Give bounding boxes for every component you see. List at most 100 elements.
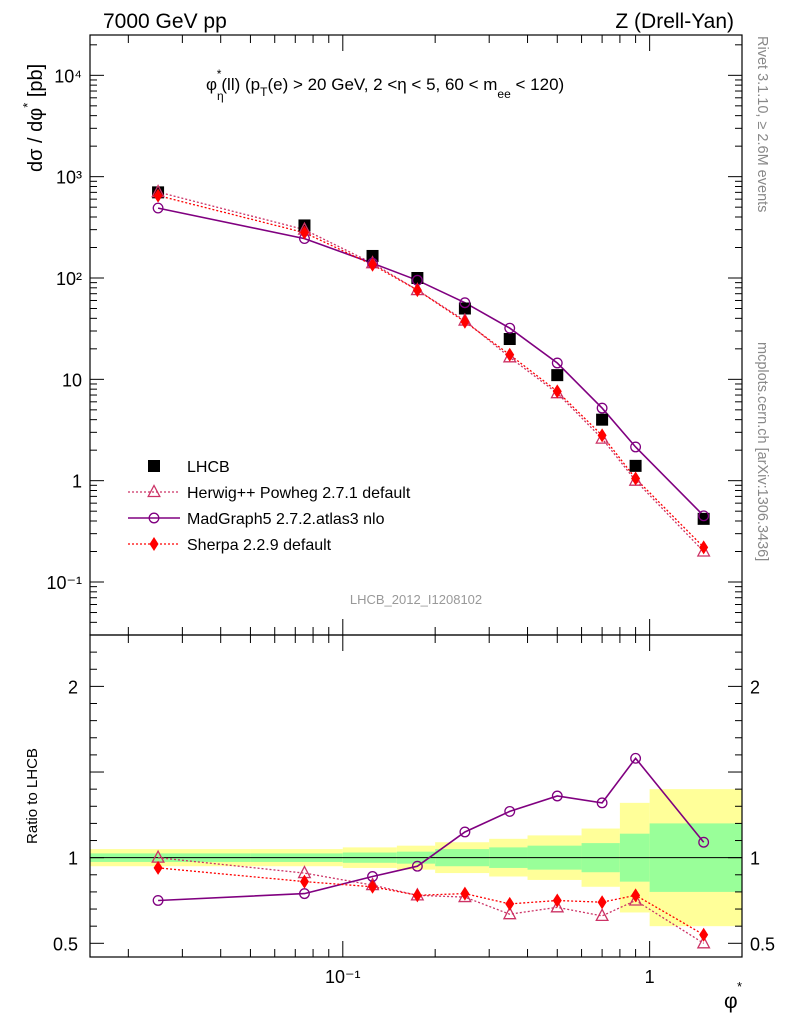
main-y-tick-label: 10² [56,269,82,289]
main-y-tick-label: 10 [62,370,82,390]
main-point-sherpa [460,314,470,329]
main-point-madgraph [551,357,563,369]
main-point-sherpa [631,471,641,486]
ratio-point-sherpa [460,886,470,901]
ratio-point-sherpa [368,879,378,894]
ratio-point-herwig [502,906,517,920]
svg-text:*: * [737,979,742,994]
ratio-point-madgraph [551,790,563,802]
ratio-y-axis-title: Ratio to LHCB [24,748,41,844]
ratio-series-lines [158,757,705,944]
main-point-madgraph [504,322,516,334]
ratio-point-sherpa [412,888,422,903]
ratio-point-herwig [696,935,711,949]
main-point-sherpa [597,428,607,443]
main-axis-ticks [90,35,743,636]
main-point-madgraph [698,510,710,522]
legend-entry-madgraph: MadGraph5 2.7.2.atlas3 nlo [128,511,385,528]
main-point-sherpa [412,283,422,298]
legend-label-sherpa: Sherpa 2.2.9 default [187,537,332,554]
main-line-sherpa [157,194,705,548]
ratio-point-madgraph [596,797,608,809]
main-y-tick-label: 1 [72,472,82,492]
ratio-line-herwig [158,857,705,944]
legend-label-herwig: Herwig++ Powheg 2.7.1 default [187,485,411,502]
ratio-y-tick-label-left: 2 [68,677,78,697]
ratio-point-sherpa [505,896,515,911]
ratio-point-sherpa [597,895,607,910]
main-point-sherpa [153,188,163,203]
x-tick-label: 1 [645,967,655,987]
ratio-y-tick-label-left: 1 [68,849,78,869]
ratio-line-madgraph [158,757,705,902]
ratio-point-madgraph [299,888,310,900]
main-point-data [458,302,471,315]
legend-marker-herwig [147,484,161,498]
main-point-madgraph [630,441,642,453]
svg-text:φ: φ [724,990,738,1013]
ratio-y-tick-label-right: 2 [750,677,760,697]
main-y-tick-labels: 10⁻¹ 1 10 10² 10³ 10⁴ [46,66,82,593]
main-point-sherpa [699,540,709,555]
legend-marker-madgraph [148,512,160,524]
main-y-axis-title: dσ / dφ* [pb] [20,64,47,172]
ratio-point-sherpa [552,893,562,908]
header-process-label: Z (Drell-Yan) [615,10,734,33]
main-point-data [411,272,424,285]
main-series-markers [151,184,711,557]
x-tick-label: 10⁻¹ [325,967,361,987]
ratio-x-tick-labels: 10⁻¹ 1 [325,967,655,987]
ratio-axis-ticks [90,635,743,957]
ratio-point-sherpa [153,860,163,875]
main-y-tick-label: 10⁻¹ [46,573,82,593]
main-point-data [697,512,710,525]
main-point-madgraph [596,402,608,414]
ratio-y-tick-label-right: 0.5 [750,934,775,954]
ratio-point-madgraph [459,826,471,838]
ratio-point-madgraph [504,805,516,817]
main-subtitle: φη*(ll) (pT(e) > 20 GeV, 2 <η < 5, 60 < … [206,67,564,103]
ratio-point-sherpa [699,927,709,942]
ratio-y-tick-labels: 0.5 0.5 1 1 2 2 [53,677,775,954]
ratio-line-sherpa [158,867,705,936]
legend-marker-sherpa [149,537,159,551]
main-point-data [596,413,609,426]
ratio-panel-frame [89,634,743,958]
ratio-y-tick-label-right: 1 [750,849,760,869]
legend-label-data: LHCB [187,459,230,476]
main-point-sherpa [368,257,378,272]
main-point-sherpa [505,347,515,362]
ratio-y-tick-label-left: 0.5 [53,934,78,954]
ratio-panel: 0.5 0.5 1 1 2 2 10⁻¹ 1 [53,634,775,987]
rivet-version-label: Rivet 3.1.10, ≥ 2.6M events [754,36,770,212]
legend-entry-data: LHCB [148,459,230,476]
svg-text:dσ / dφ* [pb]: dσ / dφ* [pb] [20,64,47,172]
ratio-point-madgraph [411,860,423,872]
analysis-watermark: LHCB_2012_I1208102 [350,592,482,607]
main-point-madgraph [152,202,164,214]
ratio-point-herwig [628,892,643,906]
main-series-lines [157,191,705,552]
main-point-data [503,333,516,346]
legend-label-madgraph: MadGraph5 2.7.2.atlas3 nlo [187,511,385,528]
main-point-sherpa [552,384,562,399]
legend-entry-sherpa: Sherpa 2.2.9 default [128,537,332,554]
ratio-point-herwig [595,907,609,922]
main-point-herwig [696,543,711,557]
ratio-point-herwig [550,899,565,913]
ratio-point-sherpa [299,874,309,889]
main-point-data [629,459,642,472]
ratio-point-madgraph [698,836,710,848]
x-axis-title: φ * [724,979,742,1013]
legend-entry-herwig: Herwig++ Powheg 2.7.1 default [128,484,411,502]
main-y-tick-label: 10³ [56,168,82,188]
main-point-data [551,369,564,382]
mcplots-label: mcplots.cern.ch [arXiv:1306.3436] [754,342,770,561]
ratio-series-markers [151,752,711,949]
header-energy-label: 7000 GeV pp [103,10,227,33]
main-line-herwig [157,191,705,552]
ratio-point-madgraph [630,752,642,764]
ratio-point-sherpa [631,888,641,903]
ratio-point-madgraph [152,895,164,906]
